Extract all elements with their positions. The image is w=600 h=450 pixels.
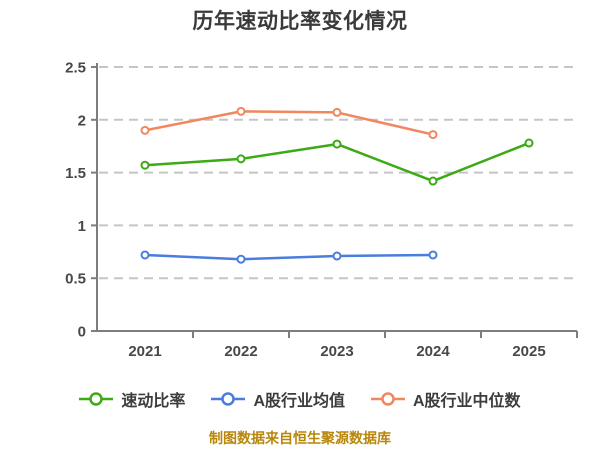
data-point [524,138,534,148]
legend-label: A股行业中位数 [413,393,521,410]
legend-label: 速动比率 [121,393,186,410]
data-point [236,106,246,116]
data-point [140,160,150,170]
line-circle-marker-icon [211,392,246,406]
data-point [140,125,150,135]
data-point [428,130,438,140]
chart-title: 历年速动比率变化情况 [192,10,408,33]
y-tick-label: 2.5 [65,60,86,77]
legend: 速动比率 A股行业均值 A股行业中位数 [0,387,600,411]
data-point [428,250,438,260]
data-point [428,176,438,186]
x-tick-label: 2022 [224,343,257,360]
legend-item-industry-mean[interactable]: A股行业均值 [211,387,345,411]
series-line [143,110,435,136]
line-circle-marker-icon [79,392,114,406]
y-tick-label: 0 [78,324,86,341]
series-line [143,141,531,183]
x-tick-label: 2023 [320,343,353,360]
series-line [143,253,435,261]
caption-text: 制图数据来自恒生聚源数据库 [209,430,391,446]
data-point [332,139,342,149]
legend-item-quick-ratio[interactable]: 速动比率 [79,387,185,411]
y-tick-label: 0.5 [65,271,86,288]
y-tick-label: 1.5 [65,165,86,182]
legend-item-industry-median[interactable]: A股行业中位数 [371,387,521,411]
y-tick-label: 1 [78,218,86,235]
data-point [332,107,342,117]
x-tick-label: 2024 [416,343,450,360]
legend-label: A股行业均值 [253,393,345,410]
data-point [236,154,246,164]
y-tick-label: 2 [78,112,86,129]
data-point [140,250,150,260]
x-tick-label: 2025 [512,343,545,360]
data-point [332,251,342,261]
line-circle-marker-icon [371,392,405,406]
caption: 制图数据来自恒生聚源数据库 [0,428,600,448]
x-tick-label: 2021 [128,343,161,360]
data-point [236,254,246,264]
